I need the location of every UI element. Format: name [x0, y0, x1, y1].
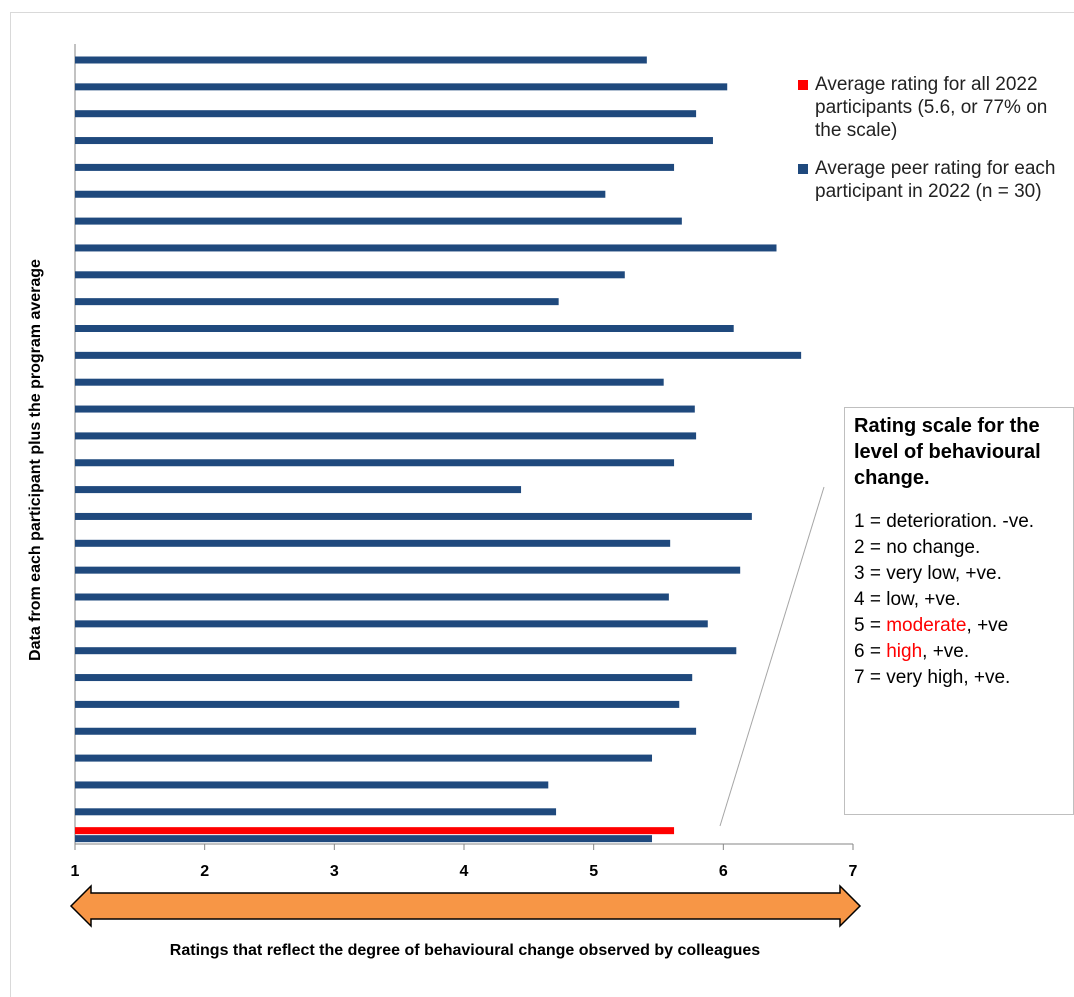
bar-participant — [75, 835, 653, 843]
rating-scale-item-highlight: moderate — [886, 615, 967, 636]
bar-participant — [75, 298, 559, 306]
rating-scale-item: 5 = moderate, +ve — [854, 613, 1073, 639]
bar-participant — [75, 539, 671, 547]
bar-participant — [75, 700, 680, 708]
x-tick-label: 7 — [849, 863, 858, 880]
rating-scale-item-text: very high, +ve. — [886, 667, 1011, 688]
bar-participant — [75, 566, 741, 574]
bar-participant — [75, 781, 549, 789]
rating-scale-item-text: very low, +ve. — [886, 563, 1002, 584]
bar-participant — [75, 432, 697, 440]
chart-frame — [10, 12, 1074, 997]
rating-scale-item: 7 = very high, +ve. — [854, 665, 1073, 691]
rating-scale-item: 3 = very low, +ve. — [854, 561, 1073, 587]
rating-scale-item-prefix: 4 = — [854, 589, 887, 610]
rating-scale-item: 1 = deterioration. -ve. — [854, 509, 1073, 535]
x-tick-label: 6 — [719, 863, 728, 880]
rating-scale-item-highlight: high — [886, 641, 923, 662]
bar-participant — [75, 405, 695, 413]
bar-participant — [75, 271, 625, 279]
rating-scale-item-prefix: 5 = — [854, 615, 887, 636]
rating-scale-item-prefix: 3 = — [854, 563, 887, 584]
rating-scale-item-text: no change. — [886, 537, 981, 558]
rating-scale-item-prefix: 6 = — [854, 641, 887, 662]
double-arrow — [69, 884, 862, 928]
bar-participant — [75, 593, 669, 601]
bar-participant — [75, 244, 777, 252]
rating-scale-item-text: deterioration. -ve. — [886, 511, 1035, 532]
bar-participant — [75, 754, 653, 762]
legend-label-peer: Average peer rating for each participant… — [815, 158, 1056, 202]
bar-participant — [75, 378, 664, 386]
bar-participant — [75, 486, 522, 494]
bar-participant — [75, 351, 802, 359]
bar-participant — [75, 620, 708, 628]
bar-participant — [75, 110, 697, 118]
bar-participant — [75, 727, 697, 735]
bar-participant — [75, 674, 693, 682]
rating-scale-title: Rating scale for the level of behavioura… — [854, 415, 1041, 489]
rating-scale-item-prefix: 1 = — [854, 511, 887, 532]
legend-label-average: Average rating for all 2022 participants… — [815, 74, 1048, 141]
x-tick-label: 5 — [589, 863, 598, 880]
bar-participant — [75, 647, 737, 655]
legend-swatch-red — [798, 80, 808, 90]
bar-participant — [75, 512, 752, 520]
rating-scale-item: 4 = low, +ve. — [854, 587, 1073, 613]
rating-scale-item-text: , +ve. — [922, 641, 970, 662]
bar-participant — [75, 56, 647, 64]
rating-scale-item-text: low, +ve. — [886, 589, 961, 610]
rating-scale-item-text: , +ve — [966, 615, 1009, 636]
x-tick-label: 3 — [330, 863, 339, 880]
rating-scale-list: 1 = deterioration. -ve. 2 = no change. 3 =… — [854, 509, 1073, 691]
bar-participant — [75, 459, 675, 467]
rating-scale-item-prefix: 2 = — [854, 537, 887, 558]
x-axis-label: Ratings that reflect the degree of behav… — [169, 942, 761, 959]
bar-participant — [75, 163, 675, 171]
rating-scale-item: 6 = high, +ve. — [854, 639, 1073, 665]
y-axis-label: Data from each participant plus the prog… — [27, 259, 44, 661]
legend-item-average: Average rating for all 2022 participants… — [798, 73, 1068, 142]
callout-line — [719, 486, 825, 827]
x-tick-label: 4 — [460, 863, 469, 880]
bar-participant — [75, 83, 728, 91]
rating-scale-item-prefix: 7 = — [854, 667, 887, 688]
x-tick-label: 1 — [71, 863, 80, 880]
x-tick-label: 2 — [200, 863, 209, 880]
legend-item-peer: Average peer rating for each participant… — [798, 157, 1068, 203]
legend-swatch-blue — [798, 164, 808, 174]
bar-average — [75, 827, 675, 835]
rating-scale-box: Rating scale for the level of behavioura… — [844, 407, 1074, 815]
bar-participant — [75, 190, 606, 198]
bar-participant — [75, 217, 682, 225]
legend: Average rating for all 2022 participants… — [798, 73, 1068, 218]
rating-scale-item: 2 = no change. — [854, 535, 1073, 561]
bar-participant — [75, 808, 557, 816]
bar-participant — [75, 325, 734, 332]
bar-participant — [75, 137, 713, 145]
